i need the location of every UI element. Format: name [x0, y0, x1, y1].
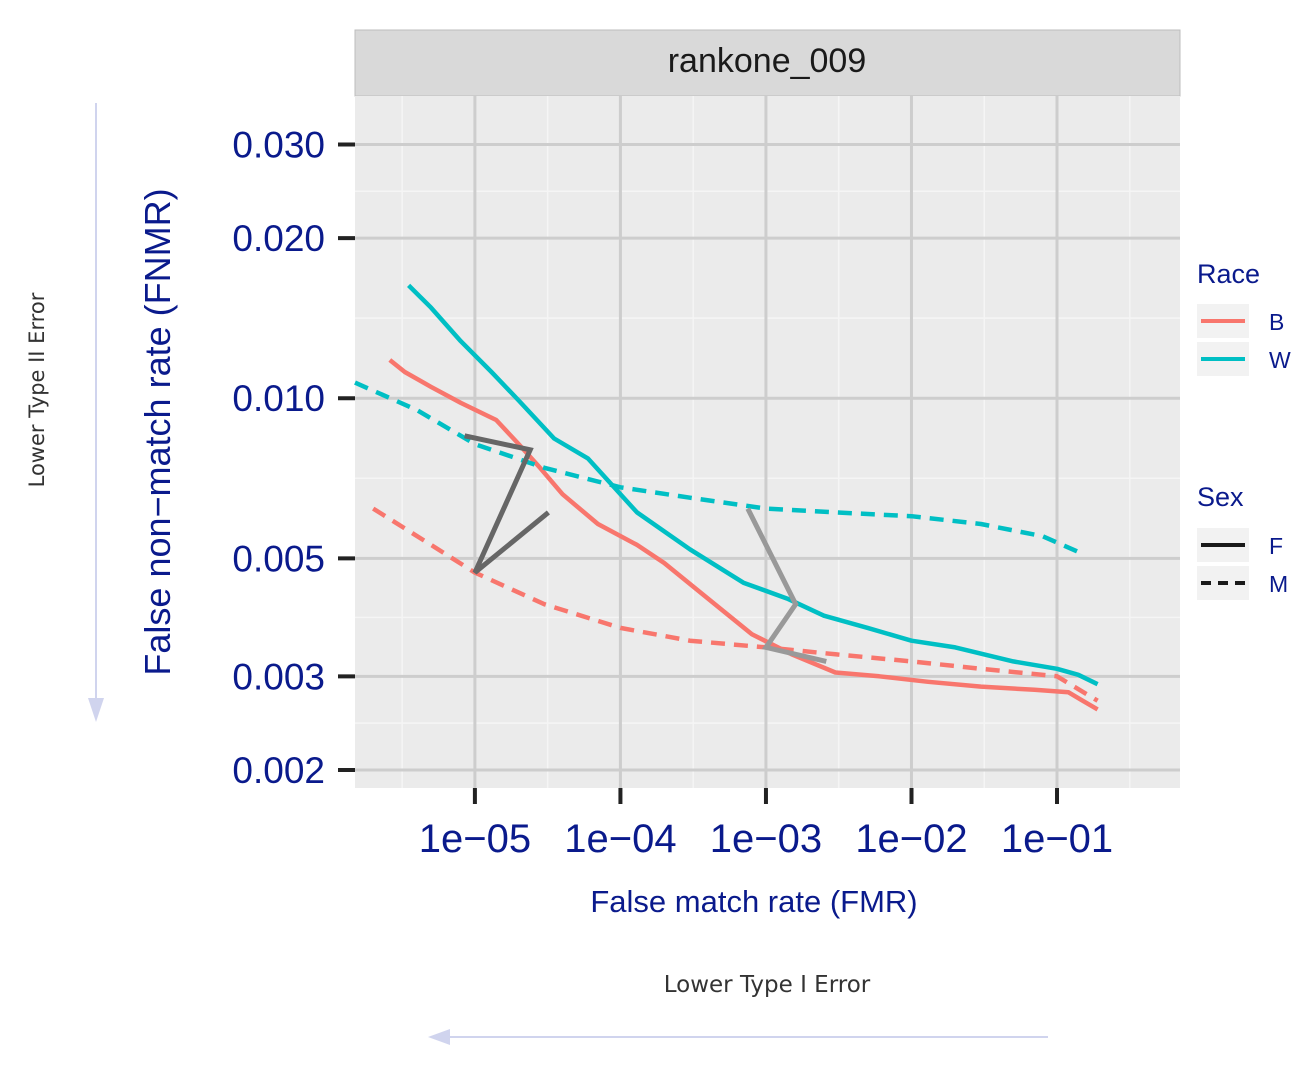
facet-strip [354, 29, 1181, 97]
y-tick-label: 0.010 [232, 378, 325, 419]
series-b-m-line [372, 506, 1099, 703]
y-arrow-label: Lower Type II Error [25, 292, 49, 487]
y-tick-label: 0.030 [232, 124, 325, 165]
series-w-f-line [407, 283, 1099, 687]
legend-sex-title: Sex [1197, 482, 1244, 512]
connector-line-2 [745, 507, 827, 664]
x-tick-label: 1e−05 [419, 817, 531, 861]
x-axis-title: False match rate (FMR) [590, 884, 917, 919]
legend-label-w: W [1269, 347, 1291, 373]
legend-race-title: Race [1197, 259, 1260, 289]
x-tick-label: 1e−02 [855, 817, 967, 861]
series-b-f-line [388, 358, 1099, 712]
y-tick-label: 0.020 [232, 218, 325, 259]
x-tick-label: 1e−03 [710, 817, 822, 861]
y-arrow-head [88, 698, 104, 722]
legend-label-b: B [1269, 309, 1284, 335]
y-tick-label: 0.003 [232, 656, 325, 697]
facet-title: rankone_009 [668, 42, 867, 80]
connector-layer [464, 433, 827, 664]
x-axis: 1e−05 1e−04 1e−03 1e−02 1e−01 [419, 788, 1113, 861]
y-axis-title: False non−match rate (FNMR) [137, 188, 178, 675]
x-arrow-label: Lower Type I Error [664, 972, 871, 998]
legend-label-m: M [1269, 571, 1288, 597]
y-axis: 0.002 0.003 0.005 0.010 0.020 0.030 [232, 124, 355, 791]
x-tick-label: 1e−01 [1001, 817, 1113, 861]
x-tick-label: 1e−04 [564, 817, 676, 861]
y-tick-label: 0.002 [232, 750, 325, 791]
legend-label-f: F [1269, 533, 1283, 559]
y-tick-label: 0.005 [232, 538, 325, 579]
connector-line-1 [464, 433, 550, 575]
grid-major [355, 96, 1180, 788]
x-arrow-head [428, 1029, 450, 1045]
